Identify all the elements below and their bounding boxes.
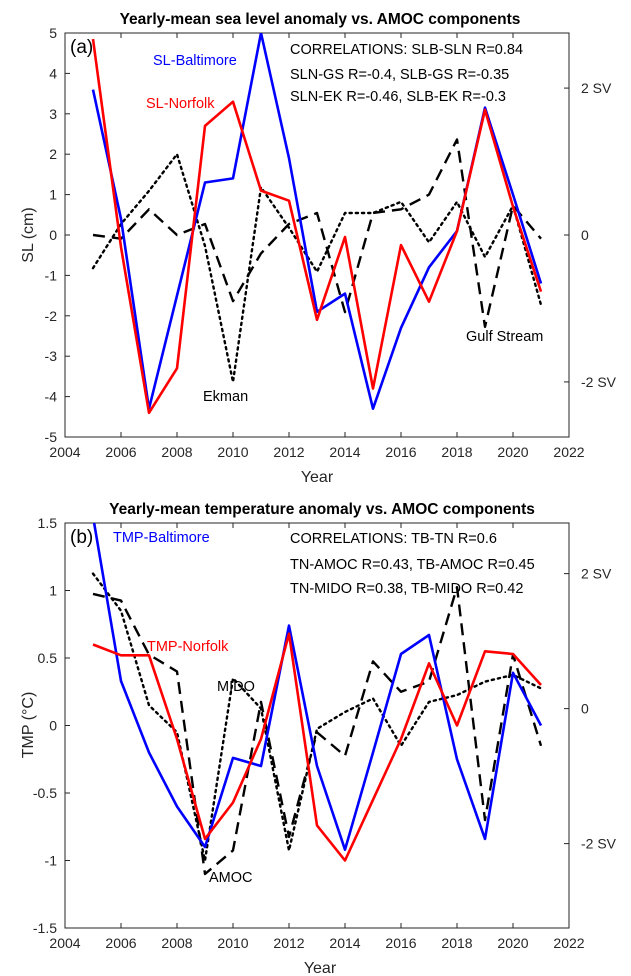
y2-tick-label: -2 SV xyxy=(581,374,617,390)
panel-a: Yearly-mean sea level anomaly vs. AMOC c… xyxy=(20,11,617,486)
panel-b-series xyxy=(91,523,543,876)
panel-b-label: (b) xyxy=(70,527,93,548)
panel-a-title: Yearly-mean sea level anomaly vs. AMOC c… xyxy=(120,11,521,28)
series-line-mido xyxy=(91,572,543,862)
panel-b-annotation-3: TN-MIDO R=0.38, TB-MIDO R=0.42 xyxy=(290,581,523,597)
panel-a-x-axis-label: Year xyxy=(301,469,334,486)
x-tick-label: 2014 xyxy=(329,444,360,460)
panel-a-y-axis-label: SL (cm) xyxy=(20,207,37,262)
series-label-mido: MIDO xyxy=(217,679,255,695)
x-tick-label: 2008 xyxy=(161,935,192,951)
panel-a-annotation-2: SLN-GS R=-0.4, SLB-GS R=-0.35 xyxy=(290,67,509,83)
y2-tick-label: 0 xyxy=(581,227,589,243)
x-tick-label: 2022 xyxy=(553,935,584,951)
y-tick-label: 1 xyxy=(49,583,57,599)
panel-b-y-axis-label: TMP (°C) xyxy=(20,692,37,759)
y-tick-label: 4 xyxy=(49,65,57,81)
series-line-gulf-stream xyxy=(92,138,542,328)
y-tick-label: 0 xyxy=(49,718,57,734)
y2-tick-label: 2 SV xyxy=(581,566,612,582)
y-tick-label: -1 xyxy=(45,267,58,283)
y-tick-label: 0 xyxy=(49,227,57,243)
panel-b-axes-box xyxy=(64,522,570,929)
x-tick-label: 2020 xyxy=(497,444,528,460)
panel-a-annotation-3: SLN-EK R=-0.46, SLB-EK R=-0.3 xyxy=(290,89,506,105)
panel-b-x-axis-label: Year xyxy=(304,960,337,976)
x-tick-label: 2008 xyxy=(161,444,192,460)
series-label-tmp-baltimore: TMP-Baltimore xyxy=(113,530,210,546)
panel-a-ticks: 2004 2006 2008 2010 2012 2014 2016 2018 2020 2022… xyxy=(45,25,617,460)
x-tick-label: 2020 xyxy=(497,935,528,951)
x-tick-label: 2010 xyxy=(217,935,248,951)
panel-b-ticks: 2004 2006 2008 2010 2012 2014 2016 2018 2020 2022… xyxy=(33,515,617,951)
series-line-ekman xyxy=(91,152,543,384)
panel-a-axes-box xyxy=(64,32,570,438)
y-tick-label: -0.5 xyxy=(33,785,57,801)
y-tick-label: -3 xyxy=(45,348,58,364)
series-label-tmp-norfolk: TMP-Norfolk xyxy=(147,639,229,655)
series-label-gulf-stream: Gulf Stream xyxy=(466,329,543,345)
y-tick-label: -1.5 xyxy=(33,920,57,936)
x-tick-label: 2022 xyxy=(553,444,584,460)
y-tick-label: 3 xyxy=(49,106,57,122)
panel-b-annotation-1: CORRELATIONS: TB-TN R=0.6 xyxy=(290,531,497,547)
panel-b: Yearly-mean temperature anomaly vs. AMOC… xyxy=(20,501,617,976)
x-tick-label: 2006 xyxy=(105,935,136,951)
y-tick-label: -4 xyxy=(45,389,58,405)
series-label-sl-baltimore: SL-Baltimore xyxy=(153,53,237,69)
panel-b-title: Yearly-mean temperature anomaly vs. AMOC… xyxy=(109,501,535,518)
x-tick-label: 2016 xyxy=(385,444,416,460)
panel-a-series xyxy=(91,33,543,415)
x-tick-label: 2014 xyxy=(329,935,360,951)
x-tick-label: 2012 xyxy=(273,444,304,460)
x-tick-label: 2018 xyxy=(441,444,472,460)
y2-tick-label: 2 SV xyxy=(581,80,612,96)
y-tick-label: 1 xyxy=(49,187,57,203)
series-label-sl-norfolk: SL-Norfolk xyxy=(146,96,215,112)
panel-a-label: (a) xyxy=(70,37,93,58)
y-tick-label: -5 xyxy=(45,429,58,445)
series-line-tmp-baltimore xyxy=(92,523,543,852)
y-tick-label: 5 xyxy=(49,25,57,41)
y-tick-label: -1 xyxy=(45,853,58,869)
panel-b-annotation-2: TN-AMOC R=0.43, TB-AMOC R=0.45 xyxy=(290,557,535,573)
x-tick-label: 2012 xyxy=(273,935,304,951)
y-tick-label: 1.5 xyxy=(38,515,58,531)
y-tick-label: 0.5 xyxy=(38,650,58,666)
y2-tick-label: -2 SV xyxy=(581,836,617,852)
series-line-sl-norfolk xyxy=(91,38,543,415)
x-tick-label: 2004 xyxy=(49,444,80,460)
x-tick-label: 2004 xyxy=(49,935,80,951)
series-line-tmp-norfolk xyxy=(92,632,542,862)
y-tick-label: 2 xyxy=(49,146,57,162)
series-label-ekman: Ekman xyxy=(203,389,248,405)
x-tick-label: 2006 xyxy=(105,444,136,460)
x-tick-label: 2016 xyxy=(385,935,416,951)
y2-tick-label: 0 xyxy=(581,701,589,717)
x-tick-label: 2018 xyxy=(441,935,472,951)
y-tick-label: -2 xyxy=(45,308,58,324)
series-label-amoc: AMOC xyxy=(209,870,253,886)
x-tick-label: 2010 xyxy=(217,444,248,460)
panel-a-annotation-1: CORRELATIONS: SLB-SLN R=0.84 xyxy=(290,42,523,58)
